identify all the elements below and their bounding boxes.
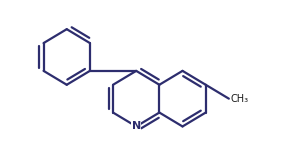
Text: CH₃: CH₃: [230, 94, 248, 104]
Text: N: N: [131, 121, 141, 132]
